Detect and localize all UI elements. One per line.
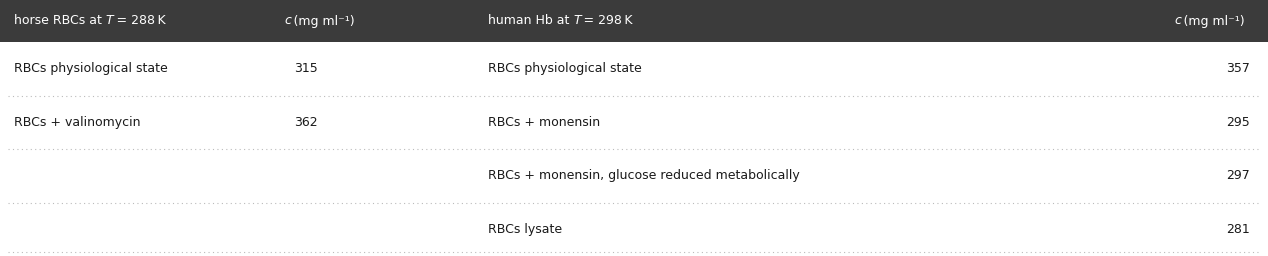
Text: RBCs + valinomycin: RBCs + valinomycin	[14, 116, 141, 129]
Text: RBCs + monensin, glucose reduced metabolically: RBCs + monensin, glucose reduced metabol…	[488, 169, 800, 182]
Text: 297: 297	[1226, 169, 1250, 182]
Text: = 298 K: = 298 K	[581, 15, 633, 27]
Text: RBCs + monensin: RBCs + monensin	[488, 116, 600, 129]
Text: 281: 281	[1226, 223, 1250, 236]
Text: (mg ml⁻¹): (mg ml⁻¹)	[1182, 15, 1245, 27]
Text: human Hb at: human Hb at	[488, 15, 573, 27]
Text: (mg ml⁻¹): (mg ml⁻¹)	[290, 15, 355, 27]
Text: T: T	[105, 15, 114, 27]
Text: c: c	[284, 15, 290, 27]
Text: RBCs lysate: RBCs lysate	[488, 223, 562, 236]
Text: RBCs physiological state: RBCs physiological state	[488, 62, 642, 75]
Text: = 288 K: = 288 K	[114, 15, 165, 27]
Text: 362: 362	[294, 116, 317, 129]
Text: 315: 315	[294, 62, 318, 75]
Text: horse RBCs at: horse RBCs at	[14, 15, 105, 27]
Text: RBCs physiological state: RBCs physiological state	[14, 62, 167, 75]
Text: T: T	[573, 15, 581, 27]
Bar	[0, 0, 1268, 42]
Text: 357: 357	[1226, 62, 1250, 75]
Text: 295: 295	[1226, 116, 1250, 129]
Text: c: c	[1174, 15, 1182, 27]
